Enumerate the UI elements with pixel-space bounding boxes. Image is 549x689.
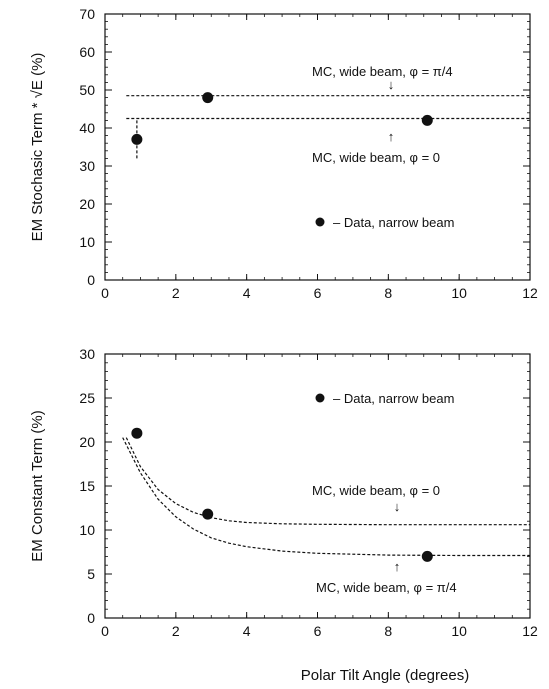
legend-marker-icon [315, 393, 325, 403]
bottom-panel: 0 2 4 6 8 10 12 0 5 10 15 20 25 30 EM Constant Term (… [29, 346, 538, 684]
legend-marker-icon [315, 217, 325, 227]
top-legend-label: – Data, narrow beam [333, 215, 454, 230]
bottom-annotation-pi4-label: MC, wide beam, φ = π/4 [316, 580, 457, 595]
down-arrow-icon: ↓ [394, 499, 401, 514]
down-arrow-icon: ↓ [388, 77, 395, 92]
y-tick-label: 30 [79, 346, 95, 362]
x-tick-label: 2 [172, 623, 180, 639]
x-tick-label: 4 [243, 623, 251, 639]
bottom-annotation-pi4: ↑ MC, wide beam, φ = π/4 [316, 559, 457, 595]
top-model-lines [126, 95, 530, 120]
up-arrow-icon: ↑ [388, 129, 395, 144]
x-tick-label: 2 [172, 285, 180, 301]
x-tick-label: 10 [451, 285, 467, 301]
y-tick-label: 20 [79, 434, 95, 450]
top-y-axis-label: EM Stochasic Term * √E (%) [29, 53, 46, 242]
bottom-data-points [131, 427, 433, 562]
bottom-annotation-zero-label: MC, wide beam, φ = 0 [312, 483, 440, 498]
y-tick-label: 60 [79, 44, 95, 60]
bottom-legend: – Data, narrow beam [315, 391, 454, 406]
x-axis-label: Polar Tilt Angle (degrees) [301, 667, 469, 684]
top-error-bars [136, 93, 428, 159]
bottom-model-curves [122, 437, 530, 557]
y-tick-label: 10 [79, 234, 95, 250]
x-tick-label: 0 [101, 285, 109, 301]
up-arrow-icon: ↑ [394, 559, 401, 574]
x-tick-label: 6 [314, 285, 322, 301]
top-data-points [131, 92, 433, 145]
y-tick-label: 5 [87, 566, 95, 582]
x-tick-label: 12 [522, 623, 538, 639]
y-tick-label: 20 [79, 196, 95, 212]
top-annotation-pi4: MC, wide beam, φ = π/4 ↓ [312, 64, 453, 92]
top-panel: 0 2 4 6 8 10 12 0 10 20 30 40 50 60 70 EM Stochasic Te… [29, 6, 538, 301]
top-axis-ticks: 0 2 4 6 8 10 12 0 10 20 30 40 50 60 70 [79, 6, 538, 301]
data-point [131, 133, 143, 145]
top-annotation-pi4-label: MC, wide beam, φ = π/4 [312, 64, 453, 79]
x-tick-label: 8 [384, 623, 392, 639]
mc-model-line [122, 437, 530, 557]
x-tick-label: 8 [384, 285, 392, 301]
x-tick-label: 6 [314, 623, 322, 639]
y-tick-label: 25 [79, 390, 95, 406]
bottom-axis-ticks: 0 2 4 6 8 10 12 0 5 10 15 20 25 30 [79, 346, 538, 639]
data-point [421, 550, 433, 562]
x-tick-label: 12 [522, 285, 538, 301]
x-tick-label: 4 [243, 285, 251, 301]
top-annotation-zero-label: MC, wide beam, φ = 0 [312, 150, 440, 165]
bottom-annotation-zero: MC, wide beam, φ = 0 ↓ [312, 483, 440, 514]
y-tick-label: 70 [79, 6, 95, 22]
mc-model-line [125, 437, 530, 526]
y-tick-label: 50 [79, 82, 95, 98]
data-point [202, 92, 214, 104]
y-tick-label: 30 [79, 158, 95, 174]
top-legend: – Data, narrow beam [315, 215, 454, 230]
data-point [131, 427, 143, 439]
data-point [202, 508, 214, 520]
top-plot-frame [104, 13, 531, 281]
x-tick-label: 0 [101, 623, 109, 639]
bottom-y-axis-label: EM Constant Term (%) [29, 410, 46, 561]
data-point [421, 114, 433, 126]
top-annotation-zero: ↑ MC, wide beam, φ = 0 [312, 129, 440, 165]
y-tick-label: 0 [87, 272, 95, 288]
y-tick-label: 10 [79, 522, 95, 538]
y-tick-label: 0 [87, 610, 95, 626]
x-tick-label: 10 [451, 623, 467, 639]
bottom-legend-label: – Data, narrow beam [333, 391, 454, 406]
y-tick-label: 15 [79, 478, 95, 494]
y-tick-label: 40 [79, 120, 95, 136]
